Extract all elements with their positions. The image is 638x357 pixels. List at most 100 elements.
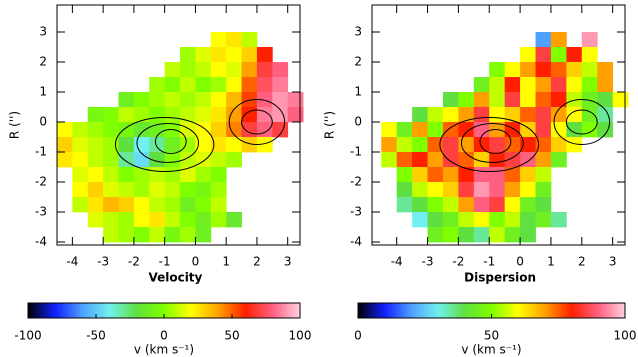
colorbar-swatch — [422, 303, 426, 318]
x-tick-label: -1 — [483, 255, 495, 269]
colorbar-swatch — [358, 303, 362, 318]
heatmap-cell — [535, 212, 552, 228]
heatmap-cell — [504, 182, 521, 198]
colorbar-swatch — [172, 303, 176, 318]
colorbar-swatch — [87, 303, 92, 318]
colorbar-swatch — [177, 303, 181, 318]
colorbar-swatch — [38, 303, 43, 318]
heatmap-cell — [118, 122, 135, 138]
colorbar-swatch — [275, 303, 279, 318]
colorbar-swatch — [574, 303, 578, 318]
heatmap-cell — [256, 47, 273, 63]
heatmap-cell — [473, 137, 490, 153]
colorbar-swatch — [36, 303, 40, 318]
colorbar-swatch — [256, 303, 260, 318]
contour — [228, 99, 286, 145]
plot-frame — [56, 4, 301, 246]
colorbar-swatch — [368, 303, 372, 318]
y-tick-label: 1 — [39, 85, 47, 99]
colorbar-swatch — [547, 303, 551, 318]
colorbar-swatch — [534, 303, 538, 318]
colorbar-swatch — [536, 303, 541, 318]
heatmap-cell — [87, 137, 104, 153]
colorbar-swatch — [451, 303, 455, 318]
colorbar-swatch — [408, 303, 412, 318]
heatmap-cell — [287, 107, 304, 123]
heatmap-cell — [504, 152, 521, 168]
heatmap-cell — [72, 137, 89, 153]
colorbar-swatch — [242, 303, 247, 318]
colorbar-swatch — [278, 303, 282, 318]
colorbar-swatch — [563, 303, 567, 318]
heatmap-cell — [458, 152, 475, 168]
colorbar-swatch — [74, 303, 78, 318]
colorbar-swatch — [406, 303, 410, 318]
colorbar-swatch — [68, 303, 73, 318]
heatmap-cell — [72, 167, 89, 183]
colorbar-swatch — [496, 303, 501, 318]
heatmap-cell — [473, 77, 490, 93]
heatmap-cell — [195, 47, 212, 63]
colorbar-swatch — [456, 303, 460, 318]
colorbar-swatch — [411, 303, 415, 318]
colorbar-swatch — [571, 303, 575, 318]
heatmap-cell — [103, 137, 119, 153]
heatmap-cell — [118, 92, 135, 108]
colorbar-swatch — [234, 303, 238, 318]
heatmap-cell — [396, 152, 413, 168]
heatmap-cell — [473, 92, 490, 108]
heatmap-cell — [87, 122, 104, 138]
colorbar-swatch — [427, 303, 431, 318]
heatmap-cell — [535, 197, 552, 213]
colorbar-swatch — [398, 303, 402, 318]
colorbar-swatch — [96, 303, 100, 318]
heatmap-cell — [272, 122, 289, 138]
colorbar-swatch — [55, 303, 59, 318]
heatmap-cell — [566, 77, 583, 93]
heatmap-cell — [566, 122, 583, 138]
heatmap-cell — [272, 92, 289, 108]
heatmap-cell — [149, 77, 166, 93]
colorbar-swatch — [280, 303, 285, 318]
heatmap-cell — [550, 137, 567, 153]
heatmap-cell — [473, 182, 490, 198]
colorbar-swatch — [374, 303, 378, 318]
contour — [241, 109, 273, 135]
colorbar-swatch — [218, 303, 222, 318]
heatmap-cell — [489, 62, 506, 78]
colorbar-swatch — [144, 303, 149, 318]
heatmap-cell — [581, 62, 598, 78]
heatmap-cell — [489, 77, 506, 93]
heatmap-cell — [581, 92, 598, 108]
colorbar-swatch — [272, 303, 277, 318]
colorbar-swatch — [207, 303, 211, 318]
heatmap-cell — [566, 62, 583, 78]
heatmap-cell — [149, 167, 166, 183]
heatmap-cell — [241, 92, 258, 108]
colorbar-swatch — [147, 303, 151, 318]
heatmap-cell — [180, 92, 196, 108]
heatmap-cell — [57, 122, 73, 138]
heatmap-cell — [396, 122, 413, 138]
heatmap-cell — [520, 92, 536, 108]
colorbar-swatch — [598, 303, 602, 318]
colorbar-swatch — [291, 303, 296, 318]
colorbar-swatch — [33, 303, 37, 318]
colorbar-label: v (km s⁻¹) — [134, 343, 194, 357]
heatmap-cell — [612, 92, 629, 108]
x-tick-label: -4 — [66, 255, 78, 269]
colorbar-swatch — [430, 303, 434, 318]
heatmap-cell — [180, 107, 196, 123]
heatmap-cell — [164, 212, 181, 228]
heatmap-cell — [180, 227, 196, 243]
heatmap-cell — [164, 137, 181, 153]
colorbar-swatch — [253, 303, 257, 318]
heatmap-cell — [427, 122, 444, 138]
colorbar-swatch — [502, 303, 506, 318]
heatmap-cell — [442, 197, 459, 213]
heatmap-cell — [241, 47, 258, 63]
heatmap-cell — [72, 182, 89, 198]
heatmap-cell — [535, 167, 552, 183]
heatmap-cell — [226, 212, 242, 228]
heatmap-cell — [164, 182, 181, 198]
